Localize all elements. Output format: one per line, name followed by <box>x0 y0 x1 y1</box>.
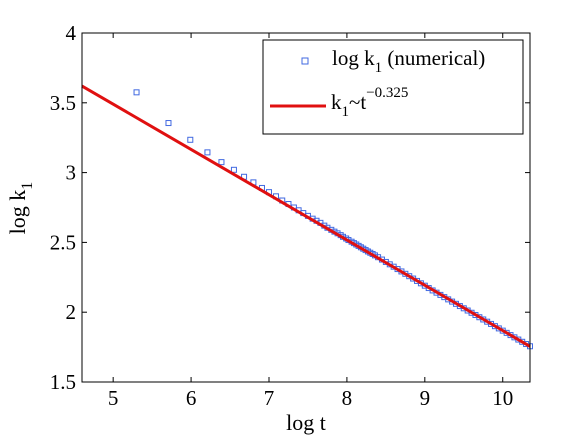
data-point <box>218 159 225 166</box>
legend-label-numerical-suffix: (numerical) <box>382 46 485 70</box>
legend-box <box>262 39 524 135</box>
data-point <box>204 149 211 156</box>
x-axis-title: log t <box>286 410 326 435</box>
legend-label-numerical-main: log k <box>332 46 375 70</box>
legend-label-fit: k1~t−0.325 <box>331 85 408 120</box>
fit-line <box>81 84 531 348</box>
y-tick-label: 2 <box>66 300 77 324</box>
fit-line-layer <box>81 84 531 348</box>
y-tick-label: 1.5 <box>50 370 76 394</box>
x-tick-label: 9 <box>420 386 431 410</box>
y-tick-label: 4 <box>66 21 77 45</box>
legend-marker-numerical <box>301 57 309 65</box>
y-axis-title-sub: 1 <box>19 182 36 190</box>
data-point <box>165 120 172 127</box>
x-tick-label: 10 <box>492 386 513 410</box>
data-point <box>230 166 237 173</box>
legend: log k1 (numerical) k1~t−0.325 <box>262 39 524 135</box>
svg-text:log k1: log k1 <box>5 182 36 235</box>
y-tick-label: 3.5 <box>50 91 76 115</box>
legend-label-fit-main: k <box>331 90 342 114</box>
legend-label-numerical: log k1 (numerical) <box>332 46 485 76</box>
legend-label-fit-sub: 1 <box>342 104 350 120</box>
x-tick-label: 7 <box>264 386 275 410</box>
plot-frame <box>81 32 531 383</box>
y-tick-label: 2.5 <box>50 230 76 254</box>
y-axis-title: log k1 <box>5 182 36 235</box>
x-tick-label: 5 <box>108 386 119 410</box>
legend-label-fit-mid: ~t <box>349 90 366 114</box>
data-point <box>133 89 140 96</box>
y-axis-title-main: log k <box>5 190 30 235</box>
legend-label-numerical-sub: 1 <box>375 60 383 76</box>
x-tick-label: 6 <box>186 386 197 410</box>
axis-ticks: 5 6 7 8 9 10 1.5 2 2.5 3 3.5 4 <box>50 21 530 410</box>
y-tick-label: 3 <box>66 161 77 185</box>
data-point <box>187 136 194 143</box>
x-tick-label: 8 <box>342 386 353 410</box>
legend-label-fit-sup: −0.325 <box>366 85 408 101</box>
